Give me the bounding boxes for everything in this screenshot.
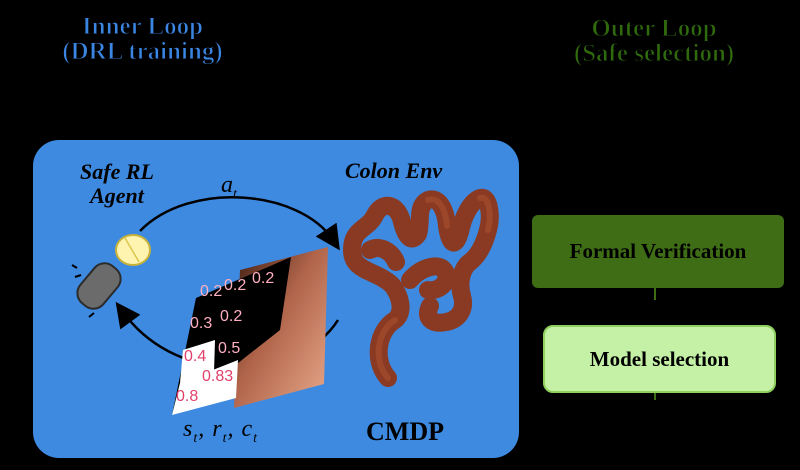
- grid-cell: 0.83: [202, 368, 234, 385]
- inner-loop-title: Inner Loop: [81, 13, 204, 40]
- state-symbol: s: [183, 416, 194, 442]
- action-arrow: [139, 196, 340, 251]
- grid-cell: 0.4: [184, 348, 207, 365]
- inner-loop-heading: Inner Loop (DRL training): [20, 13, 265, 65]
- outer-loop-subtitle: (Safe selection): [573, 40, 735, 67]
- grid-cell: 0.2: [200, 283, 223, 300]
- agent-label: Safe RL Agent: [62, 160, 172, 208]
- outer-loop-heading: Outer Loop (Safe selection): [528, 15, 780, 67]
- cmdp-label: CMDP: [366, 417, 444, 446]
- grid-cell: 0.2: [224, 277, 247, 294]
- reward-subscript: t: [222, 430, 228, 446]
- agent-label-line2: Agent: [90, 183, 144, 208]
- grid-cell: 0.2: [220, 308, 243, 325]
- action-symbol: a: [221, 172, 233, 198]
- state-subscript: t: [193, 430, 199, 446]
- agent-label-line1: Safe RL: [80, 159, 154, 184]
- colon-model: [343, 188, 499, 387]
- action-label: at: [221, 172, 237, 203]
- grid-cell: 0.2: [252, 270, 275, 287]
- outer-loop-title: Outer Loop: [591, 15, 717, 42]
- environment-label: Colon Env: [345, 158, 443, 183]
- model-selection-box: Model selection: [543, 325, 776, 393]
- grid-cell: 0.3: [190, 315, 213, 332]
- feedback-label: st, rt, ct: [183, 416, 259, 446]
- formal-verification-box: Formal Verification: [532, 215, 784, 288]
- model-selection-label: Model selection: [589, 346, 730, 371]
- cost-subscript: t: [253, 430, 259, 446]
- grid-cell: 0.8: [176, 388, 199, 405]
- grid-cell: 0.5: [218, 340, 241, 357]
- reward-symbol: r: [212, 416, 223, 442]
- endoscope-icon: [71, 234, 151, 318]
- inner-loop-subtitle: (DRL training): [62, 38, 223, 65]
- notch-top: [261, 129, 269, 136]
- action-subscript: t: [233, 186, 237, 202]
- formal-verification-label: Formal Verification: [569, 239, 747, 263]
- cost-symbol: c: [241, 416, 254, 442]
